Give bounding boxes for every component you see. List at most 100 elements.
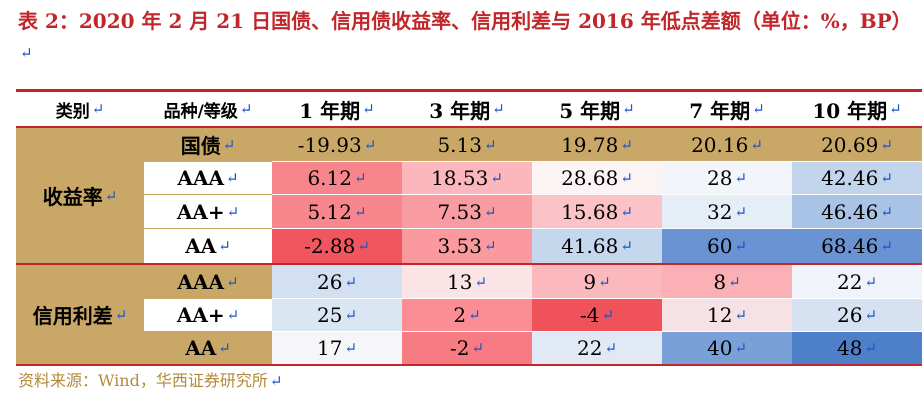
value-cell: -2 ↵ [402,331,532,364]
return-mark-icon: ↵ [864,272,878,291]
return-mark-icon: ↵ [471,339,485,357]
source-note: 资料来源：Wind，华西证券研究所 ↵ [18,371,283,390]
value-text: 60 [706,234,733,258]
return-mark-icon: ↵ [353,169,367,187]
value-cell: 12 ↵ [662,298,792,331]
value-cell: 20.16 ↵ [662,128,792,161]
value-text: 42.46 [821,166,879,190]
value-text: 5.13 [437,132,482,157]
return-mark-icon: ↵ [474,272,488,291]
value-cell: -2.88 ↵ [272,228,402,263]
return-mark-icon: ↵ [620,237,633,255]
return-mark-icon: ↵ [864,306,878,324]
value-cell: 20.69 ↵ [792,128,922,161]
value-text: -19.93 [297,132,362,157]
return-mark-icon: ↵ [750,135,763,154]
value-text: 20.69 [821,132,879,157]
value-text: 68.46 [821,234,879,258]
value-text: -2.88 [304,234,356,258]
value-text: 15.68 [561,199,619,224]
return-mark-icon: ↵ [620,202,633,221]
value-cell: 18.53 ↵ [402,161,532,194]
value-text: 46.46 [821,199,879,224]
table-title: 表 2：2020 年 2 月 21 日国债、信用债收益率、信用利差与 2016 … [18,6,918,68]
category-credit-spread: 信用利差 ↵ [16,265,144,364]
return-mark-icon: ↵ [880,169,893,187]
spread-grade-aaa: AAA ↵ [144,265,272,298]
return-mark-icon: ↵ [483,135,497,154]
value-text: 22 [836,269,863,294]
value-text: 20.16 [691,132,749,157]
value-text: 9 [583,269,597,294]
value-cell: 26 ↵ [272,265,402,298]
header-grade: 品种/等级 ↵ [163,100,253,122]
return-mark-icon: ↵ [728,272,741,291]
value-cell: 60 ↵ [662,228,792,263]
value-text: -2 [449,336,470,360]
value-cell: 5.13 ↵ [402,128,532,161]
grade-aa-plus: AA+ ↵ [144,194,272,228]
header-category: 类别 ↵ [55,100,105,122]
value-cell: 40 ↵ [662,331,792,364]
grade-aa: AA ↵ [144,228,272,263]
value-cell: 8 ↵ [662,265,792,298]
value-cell: 6.12 ↵ [272,161,402,194]
return-mark-icon: ↵ [344,339,358,357]
value-cell: 7.53 ↵ [402,194,532,228]
table-top-rule [16,89,922,92]
group-rule [16,263,922,265]
return-mark-icon: ↵ [620,169,633,187]
return-mark-icon: ↵ [363,135,377,154]
value-cell: 25 ↵ [272,298,402,331]
header-3y: 3 年期 ↵ [429,98,505,123]
value-text: 32 [706,199,733,224]
value-cell: 15.68 ↵ [532,194,662,228]
value-text: 26 [316,269,343,294]
value-text: 5.12 [307,199,352,224]
value-cell: 41.68 ↵ [532,228,662,263]
return-mark-icon: ↵ [20,44,33,62]
return-mark-icon: ↵ [483,237,497,255]
return-mark-icon: ↵ [344,272,358,291]
header-10y: 10 年期 ↵ [812,98,902,123]
return-mark-icon: ↵ [604,339,618,357]
value-text: -4 [579,303,600,327]
value-text: 40 [706,336,733,360]
value-cell: 22 ↵ [792,265,922,298]
value-cell: 26 ↵ [792,298,922,331]
value-text: 7.53 [437,199,482,224]
value-text: 12 [706,303,733,327]
value-text: 17 [316,336,343,360]
return-mark-icon: ↵ [734,306,748,324]
value-text: 28 [706,166,733,190]
value-text: 13 [446,269,473,294]
value-cell: 19.78 ↵ [532,128,662,161]
return-mark-icon: ↵ [880,135,893,154]
value-text: 25 [316,303,343,327]
value-cell: 3.53 ↵ [402,228,532,263]
return-mark-icon: ↵ [734,202,748,221]
value-cell: -19.93 ↵ [272,128,402,161]
value-text: 2 [453,303,467,327]
header-7y: 7 年期 ↵ [689,98,765,123]
grade-govt: 国债 ↵ [144,128,272,161]
return-mark-icon: ↵ [483,202,497,221]
header-rule [16,126,922,128]
return-mark-icon: ↵ [734,169,748,187]
spread-grade-aa: AA ↵ [144,331,272,364]
value-cell: 68.46 ↵ [792,228,922,263]
value-cell: 28.68 ↵ [532,161,662,194]
return-mark-icon: ↵ [734,237,748,255]
return-mark-icon: ↵ [880,202,893,221]
grade-aaa: AAA ↵ [144,161,272,194]
value-cell: 5.12 ↵ [272,194,402,228]
value-cell: 28 ↵ [662,161,792,194]
value-cell: -4 ↵ [532,298,662,331]
value-text: 8 [713,269,727,294]
value-text: 18.53 [431,166,489,190]
return-mark-icon: ↵ [734,339,748,357]
value-text: 6.12 [307,166,352,190]
yield-spread-table: 类别 ↵ 品种/等级 ↵ 1 年期 ↵ 3 年期 ↵ 5 年期 ↵ 7 年期 ↵ 10 年期… [16,89,922,366]
value-cell: 17 ↵ [272,331,402,364]
return-mark-icon: ↵ [598,272,611,291]
